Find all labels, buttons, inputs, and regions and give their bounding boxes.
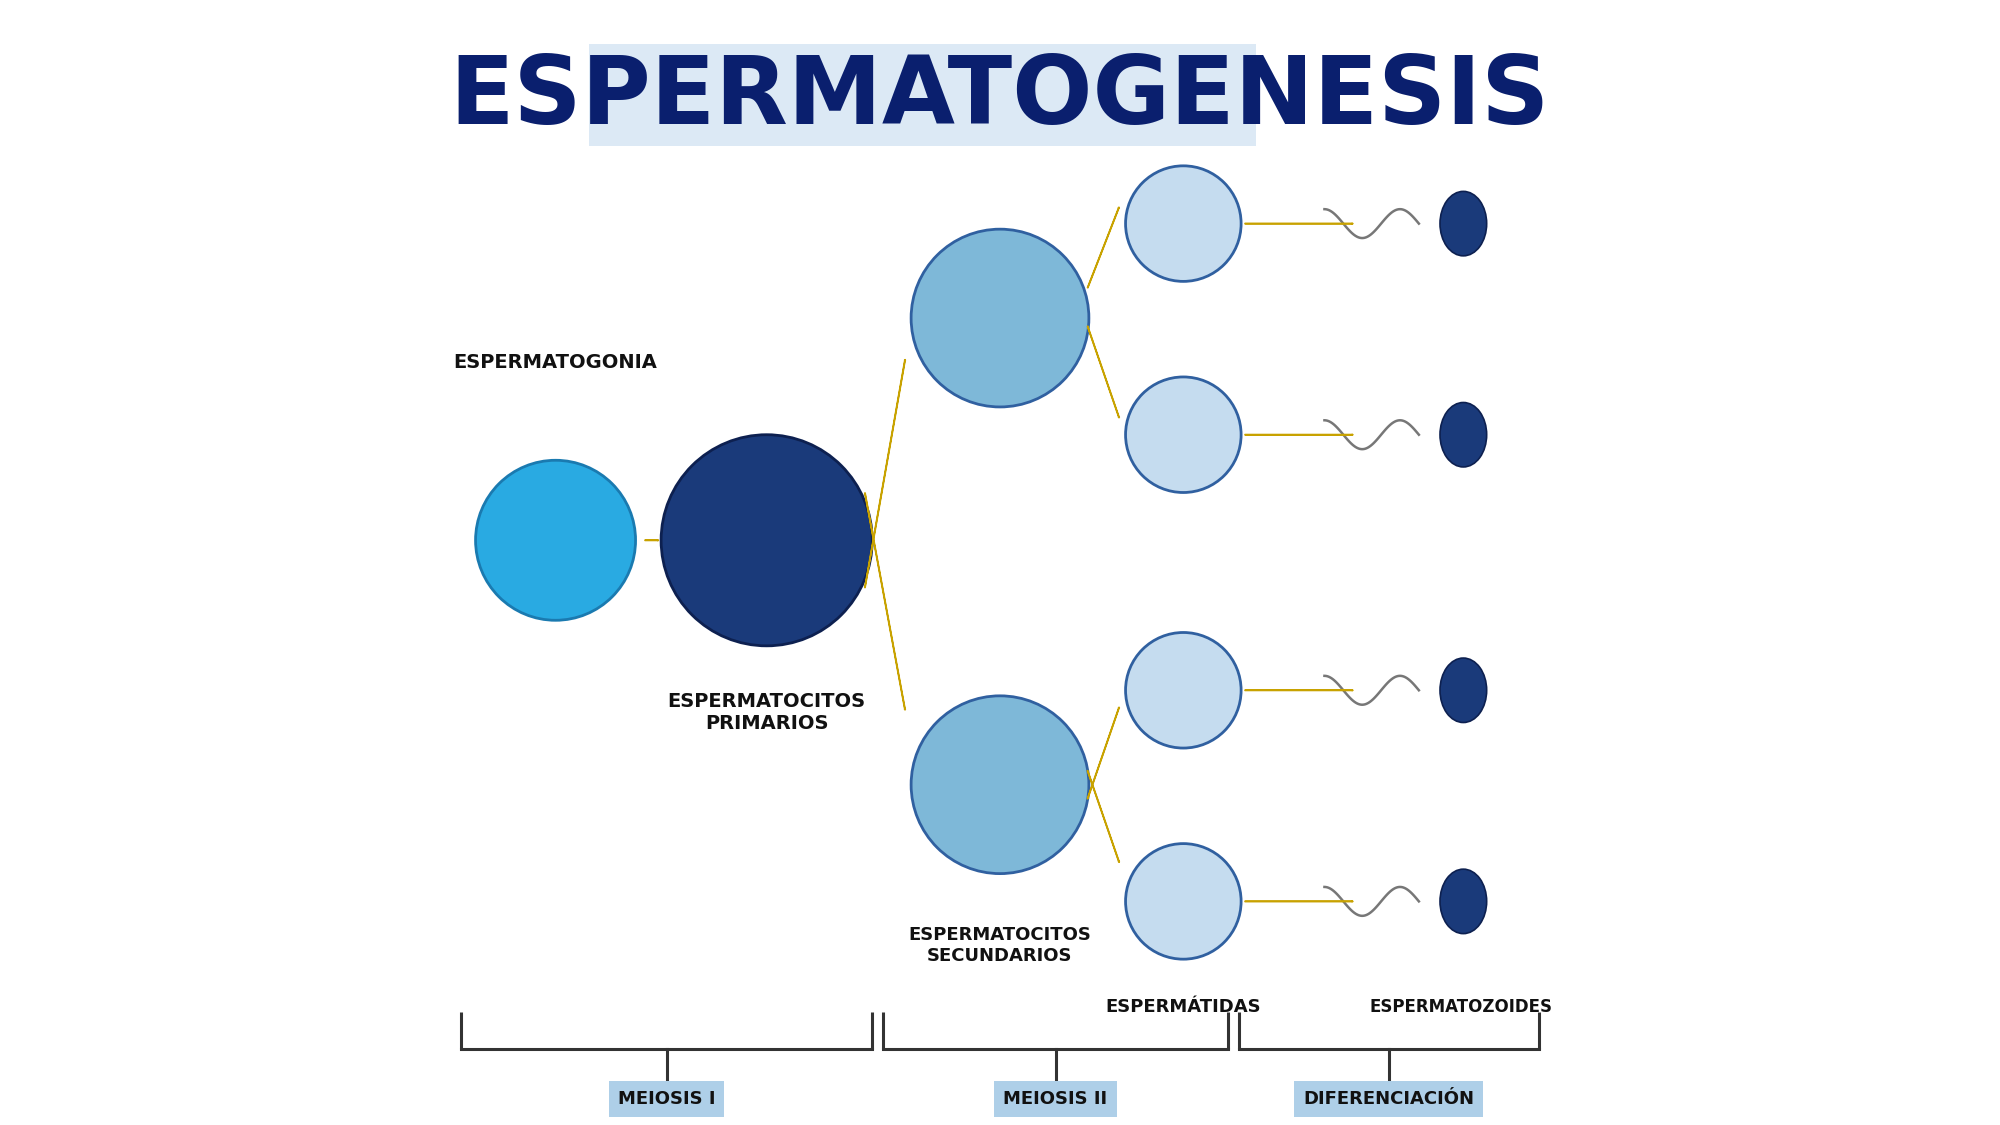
Circle shape	[912, 229, 1088, 407]
Text: ESPERMATOCITOS
SECUNDARIOS: ESPERMATOCITOS SECUNDARIOS	[908, 926, 1092, 965]
Circle shape	[1126, 844, 1242, 960]
Text: ESPERMATOZOIDES: ESPERMATOZOIDES	[1370, 998, 1552, 1016]
Circle shape	[476, 460, 636, 620]
FancyBboxPatch shape	[588, 44, 1256, 146]
Text: ESPERMATOGENESIS: ESPERMATOGENESIS	[450, 52, 1550, 144]
Text: MEIOSIS I: MEIOSIS I	[618, 1090, 716, 1108]
Text: ESPERMÁTIDAS: ESPERMÁTIDAS	[1106, 998, 1262, 1016]
Text: ESPERMATOGONIA: ESPERMATOGONIA	[454, 353, 658, 372]
Ellipse shape	[1440, 403, 1486, 467]
Circle shape	[1126, 632, 1242, 748]
Circle shape	[1126, 165, 1242, 281]
Ellipse shape	[1440, 870, 1486, 934]
Text: DIFERENCIACIÓN: DIFERENCIACIÓN	[1304, 1090, 1474, 1108]
Circle shape	[1126, 377, 1242, 493]
Text: ESPERMATOCITOS
PRIMARIOS: ESPERMATOCITOS PRIMARIOS	[668, 692, 866, 734]
Ellipse shape	[1440, 191, 1486, 255]
Text: MEIOSIS II: MEIOSIS II	[1004, 1090, 1108, 1108]
Circle shape	[912, 696, 1088, 874]
Circle shape	[662, 434, 872, 646]
Ellipse shape	[1440, 658, 1486, 722]
